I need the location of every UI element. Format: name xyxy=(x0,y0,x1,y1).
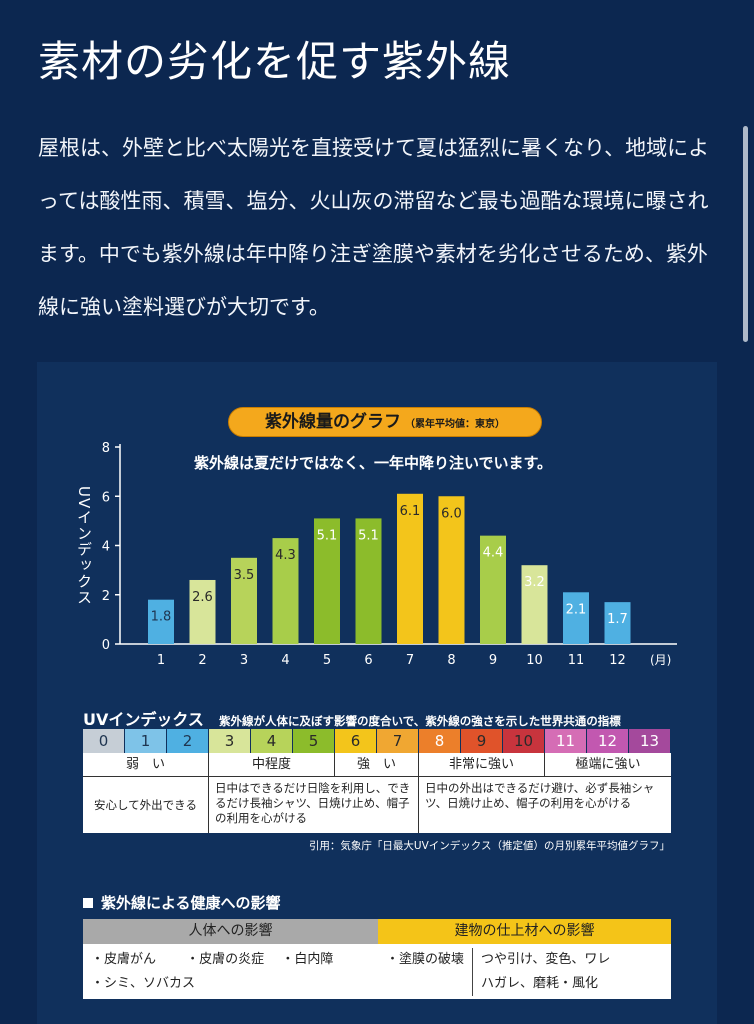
uv-category-high: 強 い xyxy=(335,753,419,776)
x-tick-label: 4 xyxy=(281,653,289,668)
x-tick-label: 2 xyxy=(198,653,206,668)
data-label: 3.2 xyxy=(524,575,545,590)
advice-safe: 安心して外出できる xyxy=(83,777,209,833)
uv-scale-cell-11: 11 xyxy=(545,729,587,753)
uv-index-scale: 0 1 2 3 4 5 6 7 8 9 10 11 12 13 xyxy=(83,729,671,753)
uv-scale-cell-3: 3 xyxy=(209,729,251,753)
building-effect-item: つや引け、変色、ワレ xyxy=(481,952,611,967)
bar-month-5 xyxy=(314,518,340,644)
scrollbar[interactable] xyxy=(743,126,748,342)
y-tick-label: 6 xyxy=(102,490,110,505)
building-effect-lead: ・塗膜の破壊 xyxy=(386,952,465,967)
human-effects-column: 人体への影響 ・皮膚がん ・皮膚の炎症 ・白内障 ・シミ、ソバカス xyxy=(83,919,379,999)
uv-scale-cell-13: 13 xyxy=(629,729,671,753)
uv-scale-cell-10: 10 xyxy=(503,729,545,753)
y-tick-label: 4 xyxy=(102,540,110,555)
x-tick-label: 5 xyxy=(323,653,331,668)
y-tick-label: 8 xyxy=(102,441,110,456)
page-title: 素材の劣化を促す紫外線 xyxy=(38,37,512,86)
chart-title-note: （累年平均値：東京） xyxy=(405,419,505,430)
y-tick-label: 2 xyxy=(102,589,110,604)
data-label: 6.0 xyxy=(441,506,462,521)
uv-scale-cell-7: 7 xyxy=(377,729,419,753)
human-effect-item: ・皮膚の炎症 xyxy=(186,952,265,967)
bar-month-3 xyxy=(231,557,257,644)
advice-very-high: 日中の外出はできるだけ避け、必ず長袖シャツ、日焼け止め、帽子の利用を心がける xyxy=(425,781,655,810)
uv-category-extreme: 極端に強い xyxy=(575,757,641,772)
building-effects-list: ・塗膜の破壊 つや引け、変色、ワレ ハガレ、磨耗・風化 xyxy=(378,944,671,1000)
bar-month-12 xyxy=(604,602,631,644)
bar-month-10 xyxy=(521,565,548,644)
y-tick-label: 0 xyxy=(102,638,110,653)
human-effect-item: ・シミ、ソバカス xyxy=(91,976,196,991)
data-label: 4.4 xyxy=(483,546,504,561)
chart-subtitle: 紫外線は夏だけではなく、一年中降り注いでいます。 xyxy=(194,454,553,472)
citation: 引用：気象庁「日最大UVインデックス（推定値）の月別累年平均値グラフ」 xyxy=(308,840,670,852)
uv-scale-cell-1: 1 xyxy=(125,729,167,753)
x-tick-label: 1 xyxy=(157,653,165,668)
bar-month-9 xyxy=(480,535,506,644)
health-section-title: 紫外線による健康への影響 xyxy=(83,892,281,913)
bar-month-8 xyxy=(438,496,465,644)
uv-scale-cell-5: 5 xyxy=(293,729,335,753)
uv-index-description: 紫外線が人体に及ぼす影響の度合いで、紫外線の強さを示した世界共通の指標 xyxy=(219,714,621,728)
y-axis-label: UVインデックス xyxy=(75,486,93,606)
uv-category-moderate: 中程度 xyxy=(209,753,335,776)
data-label: 3.5 xyxy=(234,568,255,583)
uv-category-very-high: 非常に強い xyxy=(419,753,545,776)
uv-scale-cell-9: 9 xyxy=(461,729,503,753)
bar-month-2 xyxy=(189,579,216,644)
building-effects-header: 建物の仕上材への影響 xyxy=(378,919,671,944)
chart-title: 紫外線量のグラフ xyxy=(265,412,401,432)
uv-scale-cell-8: 8 xyxy=(419,729,461,753)
data-label: 4.3 xyxy=(275,548,296,563)
x-tick-label: 8 xyxy=(447,653,455,668)
chart-title-pill: 紫外線量のグラフ （累年平均値：東京） xyxy=(228,407,542,437)
x-tick-label: 3 xyxy=(240,653,248,668)
data-label: 6.1 xyxy=(400,504,421,519)
x-tick-label: 11 xyxy=(568,653,585,668)
uv-scale-cell-6: 6 xyxy=(335,729,377,753)
uv-advice-row: 安心して外出できる 日中はできるだけ日陰を利用し、できるだけ長袖シャツ、日焼け止… xyxy=(83,776,671,833)
human-effects-header: 人体への影響 xyxy=(83,919,378,944)
uv-scale-cell-0: 0 xyxy=(83,729,125,753)
data-label: 1.7 xyxy=(607,612,628,627)
uv-category-row: 弱 い 中程度 強 い 非常に強い 極端に強い xyxy=(83,753,671,776)
x-axis-unit-label: (月) xyxy=(650,653,671,667)
uv-index-title: UVインデックス xyxy=(83,710,204,729)
building-effects-column: 建物の仕上材への影響 ・塗膜の破壊 つや引け、変色、ワレ ハガレ、磨耗・風化 xyxy=(378,919,671,999)
uv-bar-chart: 0 2 4 6 8 1.8 1 2.6 2 3.5 3 4.3 4 5.1 5 5.1 6 6.1 7 6.0 8 4.4… xyxy=(102,441,677,668)
advice-moderate: 日中はできるだけ日陰を利用し、できるだけ長袖シャツ、日焼け止め、帽子の利用を心が… xyxy=(209,777,419,833)
health-title-text: 紫外線による健康への影響 xyxy=(101,894,281,912)
data-label: 2.1 xyxy=(566,602,587,617)
bar-month-4 xyxy=(272,538,299,644)
x-tick-label: 10 xyxy=(526,653,543,668)
data-label: 2.6 xyxy=(192,590,213,605)
data-label: 5.1 xyxy=(358,528,379,543)
human-effects-list: ・皮膚がん ・皮膚の炎症 ・白内障 ・シミ、ソバカス xyxy=(83,944,378,1000)
bar-month-7 xyxy=(397,493,423,644)
uv-scale-cell-2: 2 xyxy=(167,729,209,753)
data-label: 5.1 xyxy=(317,528,338,543)
building-effect-bracket: つや引け、変色、ワレ ハガレ、磨耗・風化 xyxy=(472,948,610,996)
bar-month-6 xyxy=(355,518,382,644)
square-bullet-icon xyxy=(83,898,93,908)
x-tick-label: 7 xyxy=(406,653,414,668)
building-effect-item: ハガレ、磨耗・風化 xyxy=(481,976,599,991)
uv-index-heading: UVインデックス 紫外線が人体に及ぼす影響の度合いで、紫外線の強さを示した世界共… xyxy=(83,706,621,730)
human-effect-item: ・皮膚がん xyxy=(91,952,157,967)
uv-scale-cell-12: 12 xyxy=(587,729,629,753)
uv-scale-cell-4: 4 xyxy=(251,729,293,753)
intro-paragraph: 屋根は、外壁と比べ太陽光を直接受けて夏は猛烈に暑くなり、地域によっては酸性雨、積… xyxy=(38,136,710,319)
x-tick-label: 9 xyxy=(489,653,497,668)
bar-month-11 xyxy=(563,592,589,644)
uv-category-low: 弱 い xyxy=(83,753,209,776)
bar-month-1 xyxy=(148,599,174,644)
x-tick-label: 6 xyxy=(364,653,372,668)
infographic-panel: 0 2 4 6 8 1.8 1 2.6 2 3.5 3 4.3 4 5.1 5 5.1 6 6.1 7 6.0 8 4.4… xyxy=(37,362,717,1024)
human-effect-item: ・白内障 xyxy=(281,952,334,967)
data-label: 1.8 xyxy=(151,610,172,625)
x-tick-label: 12 xyxy=(609,653,626,668)
